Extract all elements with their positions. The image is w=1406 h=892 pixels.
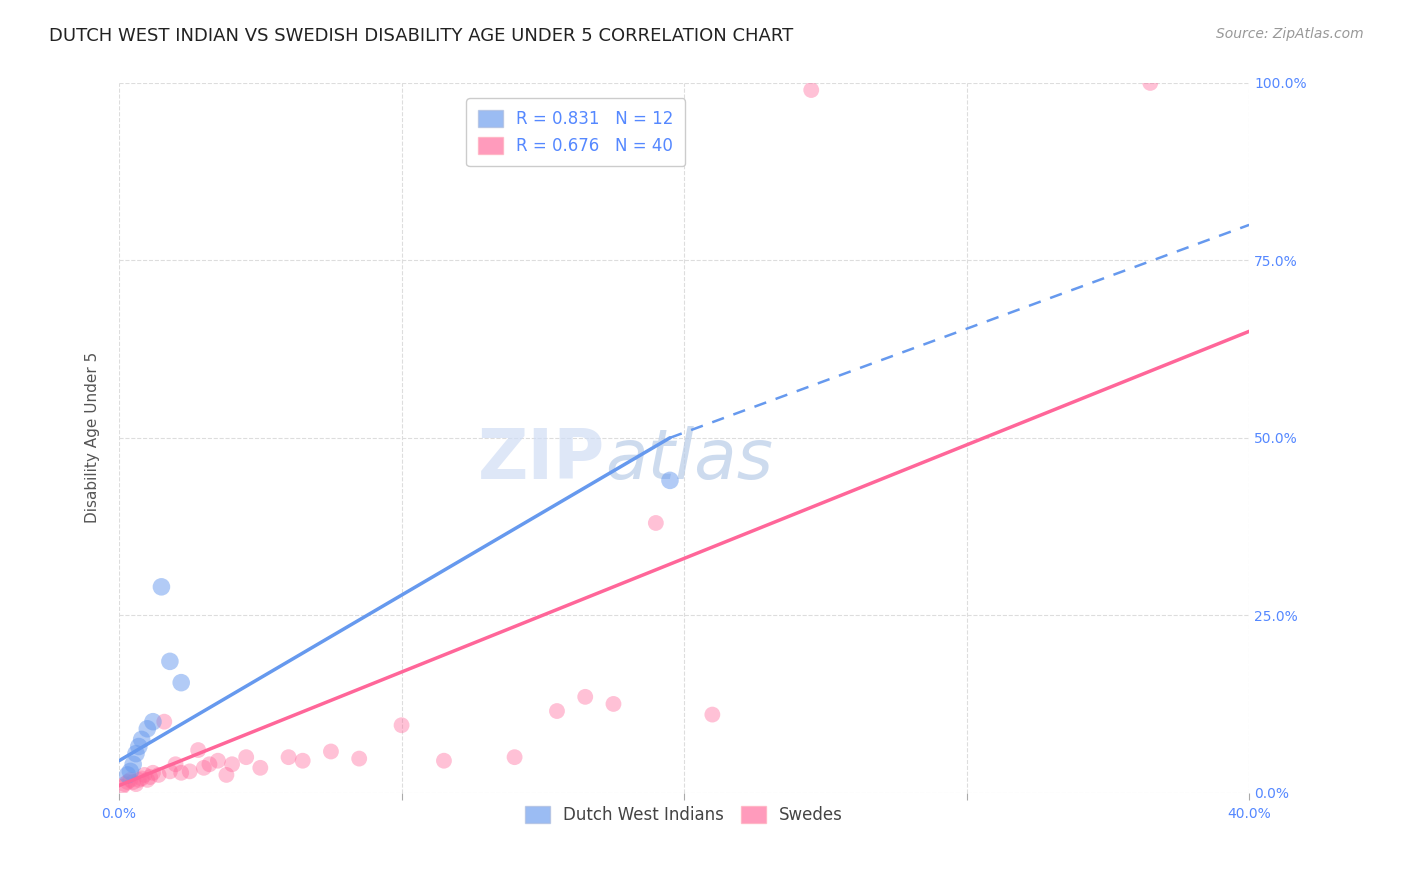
Point [153,714,176,729]
Point [142,765,165,780]
Text: atlas: atlas [605,425,773,492]
Point [503,750,526,764]
Point [142,714,165,729]
Point [221,757,243,772]
Point [574,690,596,704]
Point [1139,76,1161,90]
Y-axis label: Disability Age Under 5: Disability Age Under 5 [86,352,100,524]
Point [159,654,181,668]
Point [150,580,173,594]
Point [159,764,181,779]
Point [122,757,145,772]
Point [187,743,209,757]
Point [114,777,136,791]
Point [131,732,153,747]
Point [136,772,159,787]
Point [136,722,159,736]
Point [702,707,724,722]
Point [179,764,201,779]
Text: ZIP: ZIP [478,425,605,492]
Point [125,747,148,761]
Point [117,775,139,789]
Point [117,768,139,782]
Point [120,764,142,779]
Legend: Dutch West Indians, Swedes: Dutch West Indians, Swedes [515,796,853,834]
Point [170,675,193,690]
Point [215,768,238,782]
Point [198,757,221,772]
Point [170,765,193,780]
Point [207,754,229,768]
Point [125,777,148,791]
Point [134,768,156,782]
Point [122,775,145,789]
Text: Source: ZipAtlas.com: Source: ZipAtlas.com [1216,27,1364,41]
Point [277,750,299,764]
Point [235,750,257,764]
Point [602,697,624,711]
Point [319,744,342,758]
Point [249,761,271,775]
Point [800,83,823,97]
Point [433,754,456,768]
Point [391,718,413,732]
Point [644,516,666,530]
Point [546,704,568,718]
Point [659,474,682,488]
Point [120,772,142,787]
Point [128,739,150,754]
Point [291,754,314,768]
Point [347,751,370,765]
Point [131,772,153,786]
Point [193,761,215,775]
Text: DUTCH WEST INDIAN VS SWEDISH DISABILITY AGE UNDER 5 CORRELATION CHART: DUTCH WEST INDIAN VS SWEDISH DISABILITY … [49,27,793,45]
Point [148,768,170,782]
Point [128,772,150,787]
Point [165,757,187,772]
Point [139,770,162,784]
Point [111,780,134,794]
